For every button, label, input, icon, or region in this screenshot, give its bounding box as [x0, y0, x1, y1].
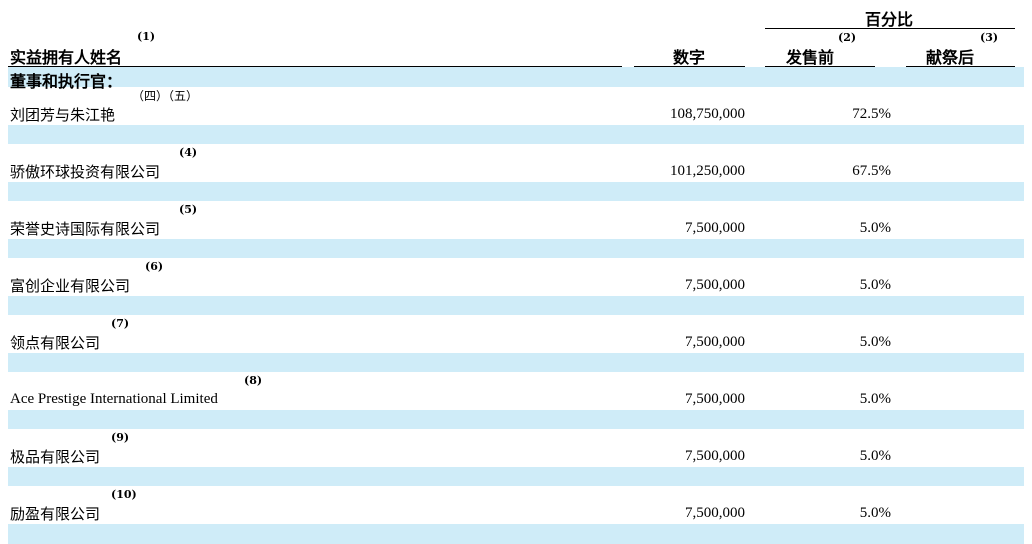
percentage-group-rule: [765, 28, 1015, 29]
name-column-footnote: (1): [137, 30, 156, 43]
row-name: 荣誉史诗国际有限公司: [10, 220, 161, 238]
before-offering-column-header: 发售前: [786, 48, 835, 67]
row-before-pct: 5.0%: [859, 334, 891, 350]
row-before-pct: 5.0%: [859, 220, 891, 236]
after-column-rule: [906, 66, 1015, 67]
row-number: 7,500,000: [685, 277, 745, 293]
row-before-pct: 5.0%: [859, 505, 891, 521]
row-before-pct: 5.0%: [859, 448, 891, 464]
row-note: （四）（五）: [132, 89, 199, 103]
row-note: (6): [145, 260, 164, 273]
row-number: 7,500,000: [685, 391, 745, 407]
row-band: [8, 296, 1024, 315]
percentage-group-label: 百分比: [865, 10, 914, 29]
row-band: [8, 467, 1024, 486]
after-offering-column-header: 献祭后: [926, 48, 975, 67]
row-number: 7,500,000: [685, 505, 745, 521]
section-band: [8, 67, 1024, 87]
number-column-rule: [634, 66, 745, 67]
row-note: (7): [111, 317, 130, 330]
row-before-pct: 67.5%: [852, 163, 891, 179]
number-column-header: 数字: [673, 48, 706, 67]
row-name: 刘团芳与朱江艳: [10, 106, 116, 124]
row-band: [8, 239, 1024, 258]
name-column-rule: [8, 66, 622, 67]
row-name: 骄傲环球投资有限公司: [10, 163, 161, 181]
row-before-pct: 5.0%: [859, 277, 891, 293]
row-number: 7,500,000: [685, 448, 745, 464]
section-label: 董事和执行官：: [10, 72, 123, 91]
row-number: 7,500,000: [685, 334, 745, 350]
before-offering-footnote: (2): [838, 31, 857, 44]
after-offering-footnote: (3): [980, 31, 999, 44]
row-band: [8, 125, 1024, 144]
row-name: 极品有限公司: [10, 448, 101, 466]
row-before-pct: 72.5%: [852, 106, 891, 122]
row-name: 富创企业有限公司: [10, 277, 131, 295]
row-band: [8, 410, 1024, 429]
row-name: 励盈有限公司: [10, 505, 101, 523]
row-note: (10): [111, 488, 137, 501]
row-name: Ace Prestige International Limited: [10, 391, 218, 407]
row-note: (8): [244, 374, 263, 387]
row-note: (4): [179, 146, 198, 159]
before-column-rule: [765, 66, 875, 67]
row-band: [8, 353, 1024, 372]
row-band: [8, 182, 1024, 201]
row-number: 7,500,000: [685, 220, 745, 236]
row-before-pct: 5.0%: [859, 391, 891, 407]
row-note: (9): [111, 431, 130, 444]
row-note: (5): [179, 203, 198, 216]
row-name: 领点有限公司: [10, 334, 101, 352]
row-number: 108,750,000: [670, 106, 745, 122]
row-band: [8, 524, 1024, 544]
name-column-header: 实益拥有人姓名: [10, 48, 123, 67]
row-number: 101,250,000: [670, 163, 745, 179]
